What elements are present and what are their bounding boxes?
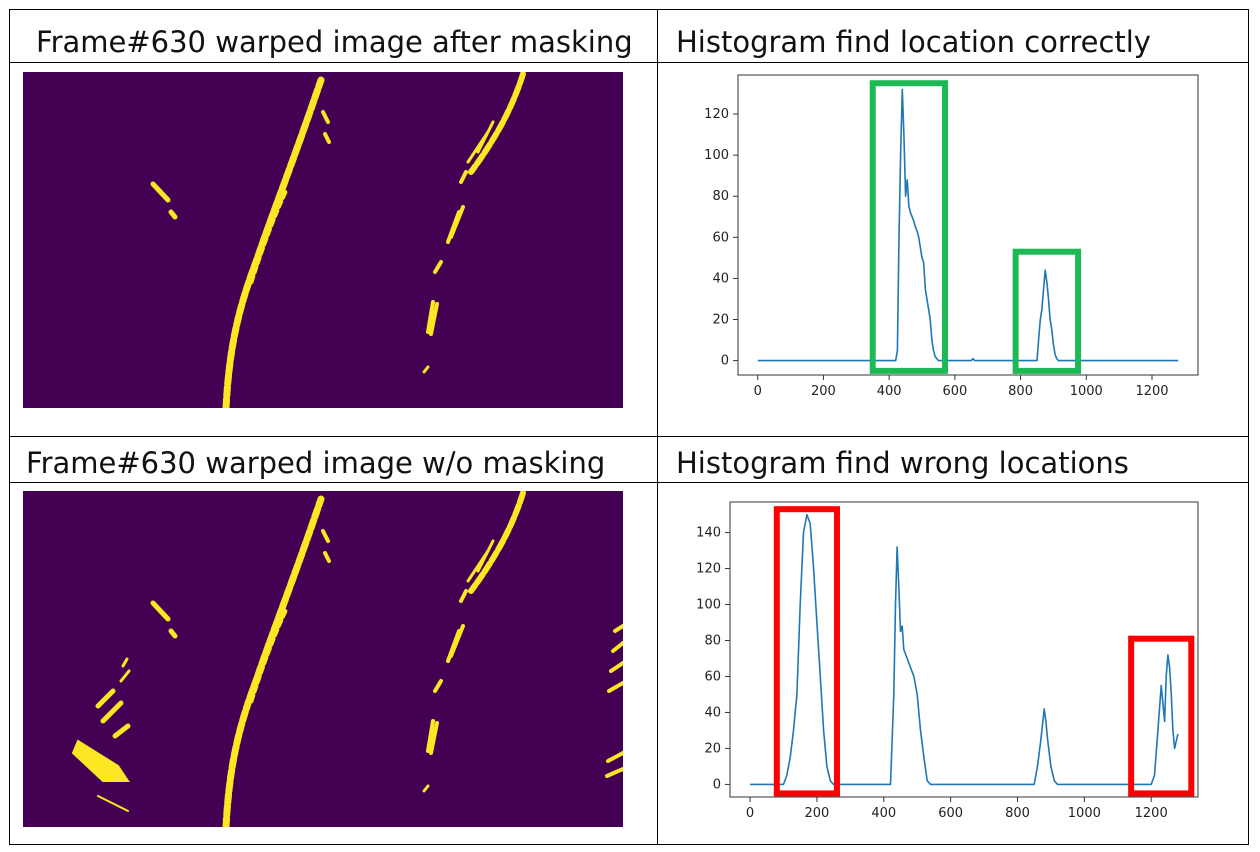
y-tick-label: 100	[696, 598, 721, 613]
x-tick-label: 1200	[1135, 384, 1168, 399]
warped-image-unmasked	[23, 491, 623, 827]
histogram-series-line	[757, 88, 1179, 362]
x-tick-label: 400	[871, 806, 896, 821]
cell-title-top-right: Histogram find location correctly	[676, 25, 1151, 59]
figure-table	[9, 9, 1249, 845]
x-tick-label: 1200	[1135, 806, 1168, 821]
y-tick-label: 20	[704, 741, 721, 756]
y-tick-label: 80	[704, 634, 721, 649]
table-column-divider	[657, 10, 658, 844]
x-tick-label: 800	[1005, 806, 1030, 821]
x-tick-label: 400	[877, 384, 902, 399]
y-tick-label: 60	[712, 230, 729, 245]
y-tick-label: 140	[696, 526, 721, 541]
table-row-divider	[10, 62, 1248, 63]
x-tick-label: 200	[805, 806, 830, 821]
x-tick-label: 200	[811, 384, 836, 399]
lane-pixels-right	[422, 72, 526, 374]
histogram-correct: 0 200 400 600 800 1000 1200 0 20 40 60 80 100 120	[704, 74, 1199, 399]
table-row-divider	[10, 436, 1248, 437]
warped-image-masked	[23, 72, 623, 408]
cell-title-top-left: Frame#630 warped image after masking	[36, 25, 633, 59]
highlight-box	[1128, 635, 1195, 797]
image-background	[23, 72, 623, 408]
highlight-box	[869, 80, 948, 374]
image-background	[23, 491, 623, 827]
highlight-box	[1012, 248, 1082, 374]
y-tick-label: 60	[704, 669, 721, 684]
lane-pixels-left	[150, 495, 331, 827]
noise-pixels-left	[71, 657, 131, 812]
x-tick-label: 600	[938, 806, 963, 821]
y-tick-label: 80	[712, 189, 729, 204]
y-tick-label: 20	[712, 313, 729, 328]
highlight-box	[773, 506, 840, 797]
x-tick-label: 800	[1008, 384, 1033, 399]
y-tick-label: 0	[713, 777, 721, 792]
cell-title-bottom-right: Histogram find wrong locations	[676, 446, 1129, 480]
plot-frame	[737, 74, 1199, 376]
x-tick-label: 0	[746, 806, 754, 821]
lane-pixels-left	[150, 76, 331, 408]
y-tick-label: 0	[721, 354, 729, 369]
y-tick-label: 120	[696, 562, 721, 577]
x-tick-label: 600	[942, 384, 967, 399]
x-tick-label: 0	[754, 384, 762, 399]
y-tick-label: 40	[704, 705, 721, 720]
lane-pixels-right	[422, 491, 526, 793]
histogram-series-line	[750, 513, 1179, 786]
plot-frame	[729, 501, 1199, 798]
y-tick-label: 120	[704, 107, 729, 122]
cell-title-bottom-left: Frame#630 warped image w/o masking	[26, 446, 606, 480]
x-tick-label: 1000	[1070, 384, 1103, 399]
y-tick-label: 40	[712, 271, 729, 286]
histogram-wrong: 0 200 400 600 800 1000 1200 0 20 40 60 80 100 120 140	[696, 501, 1199, 821]
table-row-divider	[10, 482, 1248, 483]
noise-pixels-right	[605, 624, 623, 778]
x-tick-label: 1000	[1068, 806, 1101, 821]
y-tick-label: 100	[704, 148, 729, 163]
